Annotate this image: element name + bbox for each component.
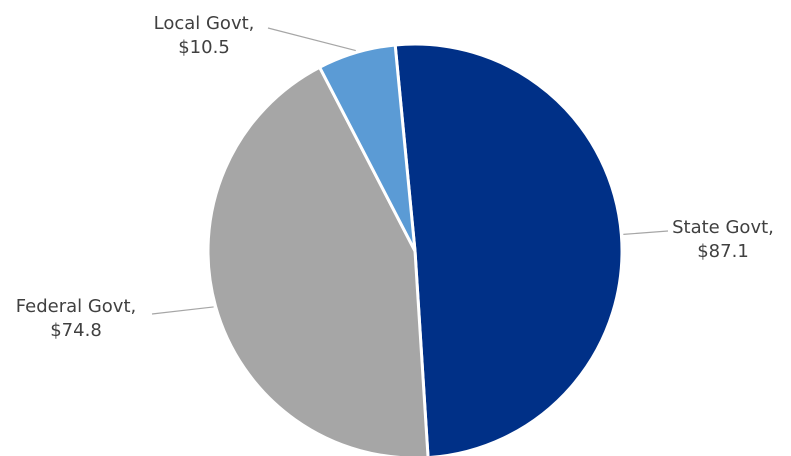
label-value-state-govt: $87.1 — [697, 241, 749, 262]
pie-slice-state-govt — [393, 42, 624, 456]
slice-label-federal-govt: Federal Govt, $74.8 — [16, 296, 137, 341]
pie-slice-federal-govt — [206, 65, 430, 456]
pie-slice-local-govt — [318, 43, 417, 253]
leader-line-local-govt — [267, 27, 356, 52]
leader-line-federal-govt — [151, 306, 214, 315]
slice-label-state-govt: State Govt, $87.1 — [672, 217, 774, 262]
label-value-local-govt: $10.5 — [178, 37, 230, 58]
leader-lines — [151, 27, 669, 315]
label-name-federal-govt: Federal Govt, — [16, 296, 137, 317]
label-name-local-govt: Local Govt, — [154, 13, 255, 34]
label-name-state-govt: State Govt, — [672, 217, 774, 238]
pie-slices — [206, 42, 624, 456]
leader-line-state-govt — [623, 230, 669, 235]
label-value-federal-govt: $74.8 — [50, 320, 102, 341]
slice-label-local-govt: Local Govt, $10.5 — [154, 13, 255, 58]
